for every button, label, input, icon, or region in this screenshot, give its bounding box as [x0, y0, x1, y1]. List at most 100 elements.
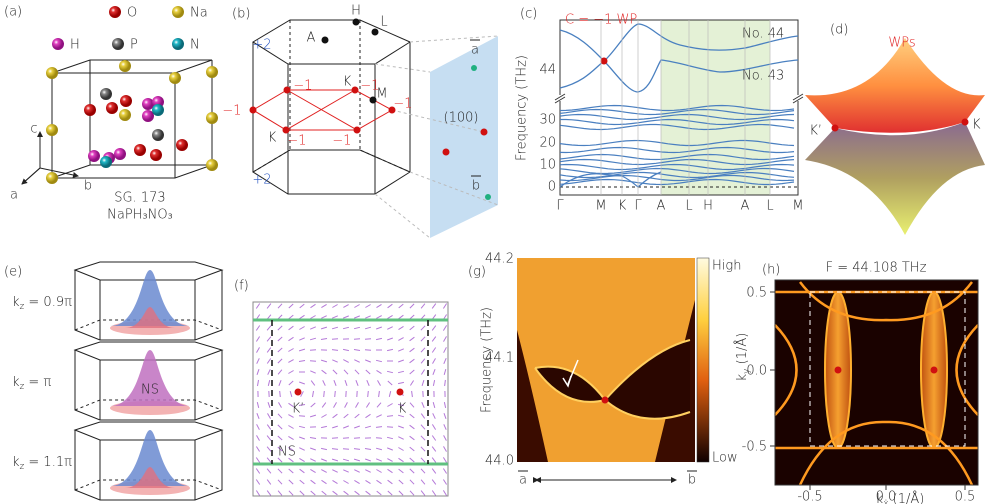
part [372, 29, 379, 36]
projection-plane [430, 36, 498, 238]
panel-c: (c) C = −1 WP No. 44 No. 43 Frequency (T… [515, 7, 804, 214]
part [142, 110, 154, 122]
slice: kz = πNS [12, 342, 222, 420]
panel-label: (d) [830, 23, 848, 38]
x-tick-label: A [741, 199, 750, 214]
part [206, 159, 218, 171]
weyl-point [832, 125, 839, 132]
projection-label: b [472, 179, 480, 194]
point-label: M [376, 87, 387, 102]
point-label: −1 [293, 79, 312, 94]
panel-title: F = 44.108 THz [826, 261, 927, 276]
part [112, 38, 124, 50]
part [150, 149, 162, 161]
part [88, 150, 100, 162]
point-label: K [268, 131, 277, 146]
x-tick-label: Γ [556, 199, 564, 214]
x-tick-label: M [792, 199, 803, 214]
panel-d: (d) WPs K’ K [805, 23, 985, 236]
axis-label: a [10, 188, 18, 203]
x-tick-label: L [766, 199, 773, 214]
weyl-point [835, 367, 842, 374]
slice: kz = 0.9π [12, 262, 222, 340]
weyl-point [602, 397, 609, 404]
x-tick-label: M [595, 199, 606, 214]
legend-item: P [130, 38, 138, 53]
part [481, 129, 488, 136]
cell [52, 60, 212, 178]
panel-label: (b) [232, 7, 250, 22]
field-arrow [376, 438, 382, 439]
lower-surface [805, 122, 985, 235]
part [46, 67, 58, 79]
part [119, 60, 131, 72]
part [284, 87, 291, 94]
point-label: K [398, 402, 407, 417]
y-tick-label: 0.5 [746, 286, 767, 301]
panel-label: (f) [234, 279, 249, 294]
y-tick-label: 44 [539, 63, 556, 78]
part [353, 19, 360, 26]
x-tick-label: -0.5 [797, 490, 822, 504]
part [100, 156, 112, 168]
x-tick-label: H [703, 199, 713, 214]
y-axis-label: ky (1/Å) [734, 333, 752, 382]
weyl-point [931, 367, 938, 374]
part [134, 144, 146, 156]
label-part: (1/Å) [889, 491, 925, 504]
k-plane [253, 90, 392, 130]
axis-label: c [30, 122, 37, 137]
part [206, 66, 218, 78]
space-group: SG. 173 [114, 191, 165, 206]
field-arrow [343, 449, 349, 450]
part [142, 98, 154, 110]
y-tick-label: 0 [548, 180, 556, 195]
x-tick-label: A [657, 199, 666, 214]
colorbar [697, 258, 709, 462]
part [46, 124, 58, 136]
legend-item: H [70, 38, 80, 53]
part [471, 65, 477, 71]
panel-a: (a) O Na H P N c a b SG. 173 NaPH₃NO₃ [4, 5, 218, 223]
part [152, 129, 164, 141]
field-arrow [365, 339, 371, 340]
region-label: NS [278, 445, 296, 460]
point-label: −1 [222, 104, 241, 119]
x-axis-label: kx (1/Å) [876, 491, 925, 504]
legend-item: N [190, 38, 200, 53]
point-label: H [351, 4, 361, 19]
point-label: −1 [393, 97, 412, 112]
panel-label: (g) [468, 265, 486, 280]
y-tick-label: -0.5 [742, 440, 767, 455]
frame [253, 302, 448, 496]
part [100, 88, 112, 100]
formula: NaPH₃NO₃ [107, 208, 173, 223]
part [485, 194, 491, 200]
colorbar-label: Low [712, 451, 738, 466]
x-tick-label: Γ [634, 199, 642, 214]
slice: kz = 1.1π [12, 422, 222, 500]
x-tick-label: b [688, 473, 696, 488]
projection-label: a [471, 43, 479, 58]
panel-label: (a) [4, 5, 22, 20]
point-label: +2 [252, 173, 271, 188]
weyl-point [295, 389, 302, 396]
label-part: = 1.1π [24, 455, 72, 470]
y-tick-label: 44.2 [485, 252, 514, 267]
label-part: = π [24, 375, 51, 390]
part [84, 104, 96, 116]
part [354, 127, 361, 134]
part [206, 112, 218, 124]
point-label: −1 [332, 134, 351, 149]
x-tick-label: 0.5 [955, 490, 976, 504]
part [250, 107, 257, 114]
panel-h: (h) F = 44.108 THz 0.5 0.0 -0.5 -0.5 0.0… [734, 261, 979, 504]
field-arrow [335, 391, 336, 397]
field-arrow [365, 350, 371, 351]
part [119, 109, 131, 121]
part [106, 102, 118, 114]
part [172, 6, 184, 18]
axis-label: b [84, 179, 92, 194]
field-arrow [324, 391, 325, 397]
